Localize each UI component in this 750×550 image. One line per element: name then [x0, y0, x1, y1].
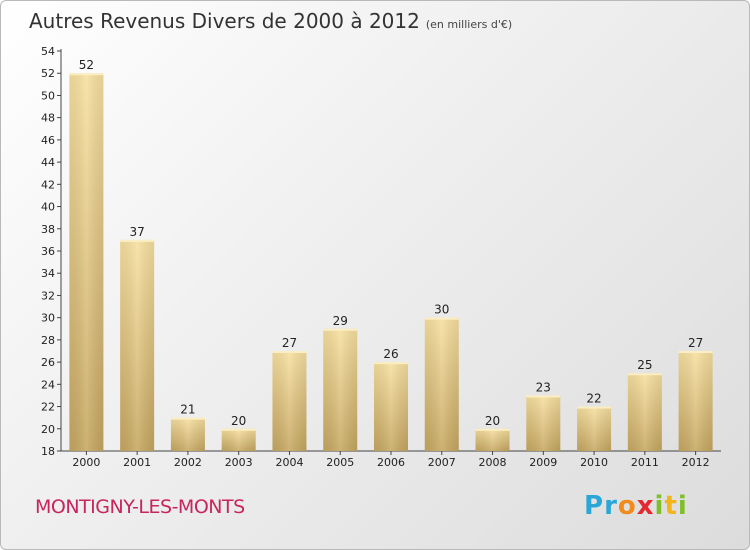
y-tick-label: 30 [41, 312, 55, 325]
x-tick-label: 2002 [174, 456, 202, 469]
bar-shade [221, 428, 256, 451]
bar-2010 [577, 406, 612, 451]
y-tick-label: 32 [41, 289, 55, 302]
data-label: 37 [130, 225, 145, 239]
proxiti-logo[interactable]: Proxiti [584, 491, 688, 521]
bar-shade [374, 362, 408, 451]
bar-2004 [272, 351, 307, 451]
data-label: 26 [383, 347, 398, 361]
data-label: 52 [79, 58, 94, 72]
x-tick-label: 2006 [377, 456, 405, 469]
bar-shade [120, 239, 155, 451]
bar-top-highlight [272, 351, 307, 353]
x-tick-label: 2005 [326, 456, 354, 469]
data-label: 29 [333, 314, 348, 328]
bar-2008 [475, 428, 510, 451]
x-tick-label: 2003 [225, 456, 253, 469]
data-label: 20 [485, 414, 500, 428]
bar-2007 [424, 317, 459, 451]
data-label: 25 [637, 358, 652, 372]
bar-shade [475, 428, 510, 451]
bar-shade [424, 317, 459, 451]
bar-2011 [627, 373, 662, 451]
bar-shade [627, 373, 662, 451]
bar-shade [323, 328, 358, 451]
y-tick-label: 20 [41, 423, 55, 436]
bar-top-highlight [627, 373, 662, 376]
bar-shade [526, 395, 561, 451]
data-label: 27 [688, 336, 703, 350]
x-tick-label: 2001 [123, 456, 151, 469]
x-tick-label: 2011 [631, 456, 659, 469]
x-tick-label: 2012 [682, 456, 710, 469]
chart-unit: (en milliers d'€) [425, 18, 513, 31]
bar-top-highlight [374, 362, 408, 365]
y-tick-label: 48 [41, 112, 55, 125]
chart-title: Autres Revenus Divers de 2000 à 2012 (en … [29, 9, 512, 33]
bar-top-highlight [323, 328, 358, 331]
x-tick-label: 2010 [580, 456, 608, 469]
bar-top-highlight [221, 428, 256, 431]
y-tick-label: 42 [41, 178, 55, 191]
bar-top-highlight [424, 317, 459, 320]
bar-2006 [374, 362, 408, 451]
y-tick-label: 36 [41, 245, 55, 258]
bar-top-highlight [678, 351, 713, 353]
y-tick-label: 18 [41, 445, 55, 458]
bar-top-highlight [120, 239, 155, 242]
bar-shade [678, 351, 713, 451]
y-tick-label: 28 [41, 334, 55, 347]
bar-2000 [69, 73, 104, 451]
data-label: 27 [282, 336, 297, 350]
bar-top-highlight [577, 406, 612, 409]
bar-top-highlight [475, 428, 510, 431]
bar-2005 [323, 328, 358, 451]
data-label: 30 [434, 303, 449, 317]
bar-2002 [170, 417, 205, 451]
y-tick-label: 24 [41, 378, 55, 391]
y-tick-label: 38 [41, 223, 55, 236]
x-tick-label: 2009 [529, 456, 557, 469]
bar-shade [69, 73, 104, 451]
x-tick-label: 2008 [479, 456, 507, 469]
x-tick-label: 2000 [72, 456, 100, 469]
data-label: 22 [586, 392, 601, 406]
town-name: MONTIGNY-LES-MONTS [35, 496, 245, 518]
data-label: 23 [536, 380, 551, 394]
bar-top-highlight [526, 395, 561, 398]
chart-title-text: Autres Revenus Divers de 2000 à 2012 [29, 9, 420, 33]
x-tick-label: 2007 [428, 456, 456, 469]
bar-2001 [120, 239, 155, 451]
data-label: 20 [231, 414, 246, 428]
y-tick-label: 54 [41, 45, 55, 58]
data-label: 21 [180, 403, 195, 417]
y-tick-label: 40 [41, 201, 55, 214]
x-tick-label: 2004 [275, 456, 303, 469]
bar-shade [170, 417, 205, 451]
y-tick-label: 34 [41, 267, 55, 280]
y-tick-label: 26 [41, 356, 55, 369]
bar-2009 [526, 395, 561, 451]
y-tick-label: 22 [41, 401, 55, 414]
bar-2012 [678, 351, 713, 451]
bar-top-highlight [170, 417, 205, 420]
y-tick-label: 50 [41, 89, 55, 102]
bar-2003 [221, 428, 256, 451]
y-tick-label: 44 [41, 156, 55, 169]
bar-top-highlight [69, 73, 104, 76]
y-tick-label: 52 [41, 67, 55, 80]
bar-shade [272, 351, 307, 451]
bar-shade [577, 406, 612, 451]
y-tick-label: 46 [41, 134, 55, 147]
